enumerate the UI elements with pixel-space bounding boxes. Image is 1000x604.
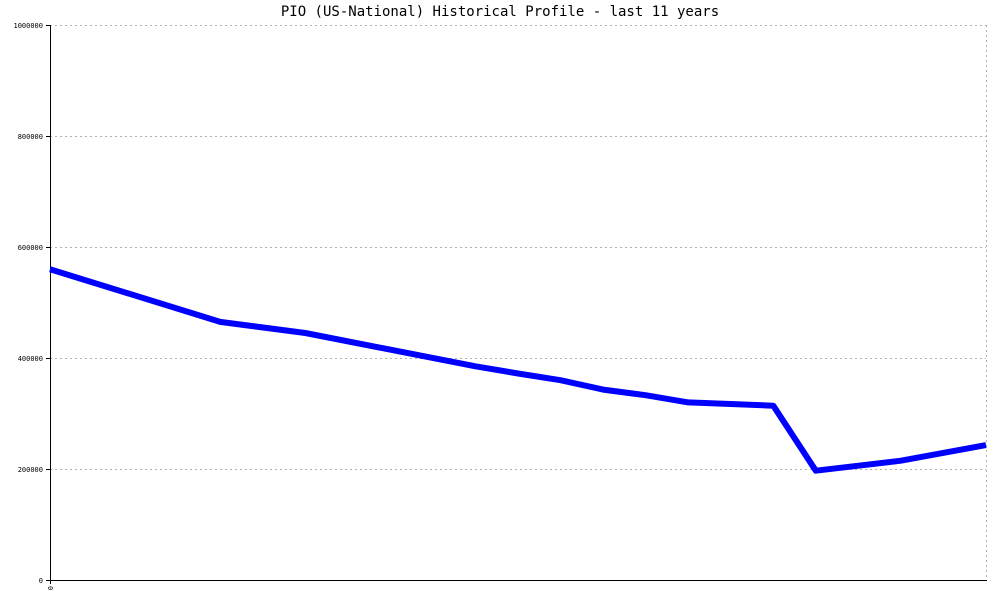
y-tick-label: 800000 <box>18 133 43 141</box>
tick-label-layer: 0 200000 400000 600000 800000 1000000 0 <box>13 22 55 590</box>
series-line-0 <box>50 269 986 471</box>
y-tick-label: 400000 <box>18 355 43 363</box>
x-tick-label: 0 <box>47 586 55 590</box>
y-tick-label: 0 <box>39 577 43 585</box>
chart-title: PIO (US-National) Historical Profile - l… <box>0 4 1000 20</box>
grid-layer <box>50 25 987 580</box>
y-tick-label: 200000 <box>18 466 43 474</box>
series-layer <box>50 269 986 471</box>
y-tick-label: 1000000 <box>13 22 43 30</box>
y-tick-label: 600000 <box>18 244 43 252</box>
axis-layer <box>46 25 987 584</box>
